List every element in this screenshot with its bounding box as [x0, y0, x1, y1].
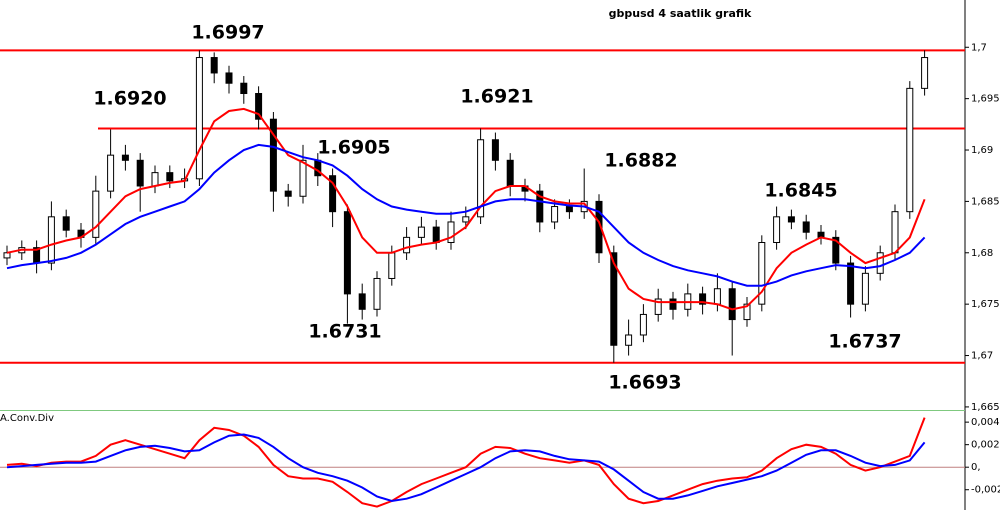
y-tick-label: 1,7 [971, 42, 987, 53]
candle-body [536, 190, 544, 223]
candle-body [299, 159, 307, 197]
annotation: 1.6921 [460, 86, 533, 108]
y-tick-label: 1,68 [971, 248, 993, 259]
candle-body [403, 236, 411, 254]
candle-body [121, 154, 129, 161]
candle-body [565, 206, 573, 213]
line-series [6, 433, 926, 503]
candle-body [388, 252, 396, 279]
y-tick-label: 1,675 [971, 299, 1000, 310]
candle-body [269, 118, 277, 192]
candle-body [491, 139, 499, 161]
candle-body [417, 226, 425, 238]
candle-body [166, 172, 174, 182]
candle-body [847, 262, 855, 305]
annotation: 1.6905 [317, 137, 390, 159]
candle-body [921, 57, 929, 89]
candle-body [802, 221, 810, 233]
candle-body [639, 313, 647, 336]
annotation: 1.6731 [308, 321, 381, 343]
candle-body [62, 216, 70, 231]
y-tick-label: 0,002 [971, 440, 1000, 451]
candle-body [551, 206, 559, 223]
y-tick-label: -0,002 [971, 485, 1000, 496]
annotation: 1.6693 [608, 372, 681, 394]
annotation: 1.6737 [828, 331, 901, 353]
annotation: 1.6997 [191, 22, 264, 44]
candle-body [743, 303, 751, 321]
candle-body [3, 252, 11, 259]
candle-body [225, 72, 233, 84]
candle-body [151, 172, 159, 187]
chart-title: gbpusd 4 saatlik grafik [609, 7, 752, 20]
candle-body [47, 216, 55, 264]
candle-body [107, 154, 115, 192]
candle-body [432, 226, 440, 244]
y-tick-label: 1,665 [971, 402, 1000, 413]
candle-body [462, 216, 470, 223]
candle-body [195, 57, 203, 180]
y-tick-label: 0,004 [971, 417, 1000, 428]
candle-body [876, 252, 884, 274]
y-tick-label: 1,69 [971, 145, 993, 156]
candle-body [891, 211, 899, 254]
annotation: 1.6845 [764, 180, 837, 202]
line-series [6, 107, 926, 311]
candle-body [654, 298, 662, 315]
candle-body [728, 288, 736, 321]
candle-body [447, 221, 455, 244]
y-tick-label: 1,67 [971, 351, 993, 362]
candle-body [329, 175, 337, 213]
candle-body [284, 190, 292, 197]
candle-body [240, 82, 248, 95]
candle-body [832, 236, 840, 264]
candle-body [358, 293, 366, 310]
candle-body [92, 190, 100, 238]
y-tick-label: 0, [971, 462, 981, 473]
candle-body [861, 272, 869, 305]
y-tick-label: 1,695 [971, 94, 1000, 105]
candle-body [906, 87, 914, 213]
candle-body [506, 159, 514, 187]
candle-body [210, 57, 218, 74]
line-series [6, 417, 926, 508]
candle-body [255, 93, 263, 120]
candle-body [595, 200, 603, 254]
annotation: 1.6882 [604, 150, 677, 172]
candle-body [758, 242, 766, 305]
candle-body [699, 293, 707, 305]
line-series [6, 143, 926, 287]
candle-body [373, 277, 381, 310]
candle-body [669, 298, 677, 310]
candle-body [477, 139, 485, 218]
candle-body [136, 159, 144, 187]
indicator-title: A.Conv.Div [0, 413, 54, 424]
y-tick-label: 1,685 [971, 196, 1000, 207]
candle-body [713, 288, 721, 305]
candle-body [787, 216, 795, 223]
candle-body [773, 216, 781, 244]
candle-body [610, 252, 618, 346]
annotation: 1.6920 [93, 88, 166, 110]
candle-body [625, 334, 633, 346]
candle-body [343, 211, 351, 295]
